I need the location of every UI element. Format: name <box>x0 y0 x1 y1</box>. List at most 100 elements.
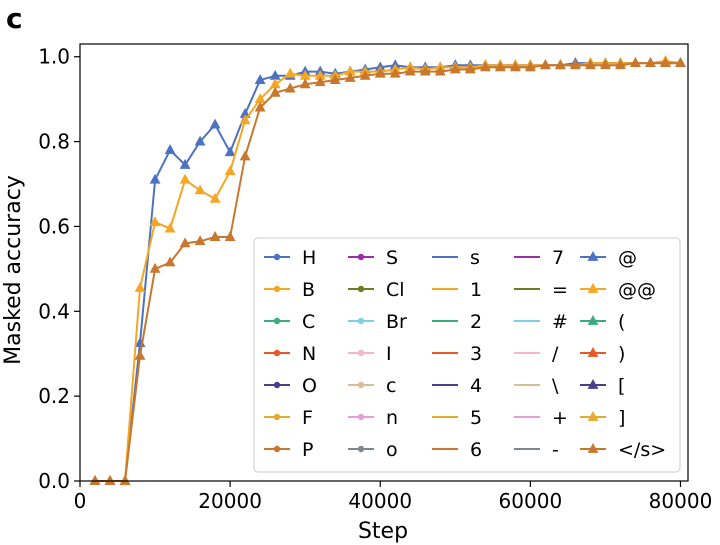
legend-marker-29 <box>587 283 599 293</box>
legend-label-21: 7 <box>552 247 564 269</box>
x-tick-label-4: 80000 <box>649 489 713 513</box>
series-1-point-5 <box>164 222 176 233</box>
legend-entry-32: [ <box>580 375 625 397</box>
axes-frame <box>79 43 689 482</box>
series-2-point-39 <box>675 57 686 67</box>
legend-entry-29: @@ <box>580 279 656 301</box>
legend-entry-22: = <box>514 279 568 301</box>
series-line-0 <box>95 62 681 482</box>
series-2-point-1 <box>104 475 116 485</box>
series-1-point-14 <box>299 69 311 80</box>
legend-label-5: F <box>302 407 313 429</box>
legend-marker-5 <box>273 413 281 421</box>
legend-label-18: 4 <box>470 375 482 397</box>
legend-entry-12: n <box>348 407 398 429</box>
legend-entry-7: S <box>348 247 398 269</box>
legend-label-25: \ <box>552 375 559 397</box>
legend-marker-13 <box>357 445 365 453</box>
legend-entry-23: # <box>514 311 568 333</box>
legend-entry-10: I <box>348 343 392 365</box>
series-0-point-9 <box>224 146 236 157</box>
series-2-point-16 <box>329 74 341 84</box>
legend-entry-0: H <box>264 247 316 269</box>
series-2-point-11 <box>254 101 266 112</box>
series-2-point-15 <box>314 76 326 87</box>
panel-label: c <box>6 2 23 35</box>
series-layer <box>89 54 686 485</box>
series-2-point-2 <box>119 475 131 485</box>
legend-label-22: = <box>552 279 568 301</box>
legend-label-30: ( <box>618 311 625 333</box>
series-2-point-5 <box>164 256 176 267</box>
legend-entry-15: 1 <box>432 279 482 301</box>
series-2-point-34 <box>600 59 611 70</box>
series-1-point-4 <box>149 216 161 227</box>
legend-entry-33: ] <box>580 407 625 429</box>
legend-marker-4 <box>273 381 281 389</box>
legend-marker-33 <box>587 411 599 421</box>
legend-label-7: S <box>386 247 398 269</box>
legend-label-13: o <box>386 439 398 461</box>
y-tick-label-2: 0.4 <box>38 299 70 323</box>
legend-marker-3 <box>273 349 281 357</box>
x-axis-label: Step <box>358 519 408 544</box>
series-0-point-8 <box>209 118 221 129</box>
series-2-point-30 <box>539 59 551 70</box>
legend-entry-30: ( <box>580 311 625 333</box>
legend-label-24: / <box>552 343 559 365</box>
series-1-point-8 <box>209 192 221 203</box>
legend-marker-7 <box>357 253 365 261</box>
legend-label-12: n <box>386 407 398 429</box>
y-tick-label-1: 0.2 <box>38 384 70 408</box>
legend-label-27: - <box>552 439 559 461</box>
series-1-point-9 <box>224 165 236 176</box>
series-2-point-3 <box>134 349 146 360</box>
x-tick-label-1: 20000 <box>198 489 262 513</box>
legend-marker-11 <box>357 381 365 389</box>
legend-entry-1: B <box>264 279 315 301</box>
legend-label-33: ] <box>618 407 625 429</box>
legend-marker-32 <box>587 379 599 389</box>
y-tick-label-3: 0.6 <box>38 214 70 238</box>
legend-entry-31: ) <box>580 343 625 365</box>
series-0-point-5 <box>164 144 176 154</box>
legend-marker-30 <box>587 315 599 325</box>
series-2-point-8 <box>209 231 221 241</box>
legend-label-17: 3 <box>470 343 482 365</box>
series-2-point-21 <box>404 65 416 76</box>
series-1-point-12 <box>269 78 281 89</box>
x-tick-label-3: 60000 <box>499 489 563 513</box>
legend-entry-3: N <box>264 343 316 365</box>
legend-label-4: O <box>302 375 317 397</box>
x-tick-label-2: 40000 <box>348 489 412 513</box>
legend-entry-26: + <box>514 407 568 429</box>
series-1-point-10 <box>239 114 251 125</box>
y-tick-label-0: 0.0 <box>38 469 70 493</box>
series-1-point-6 <box>179 173 191 184</box>
legend-label-1: B <box>302 279 315 301</box>
legend-label-0: H <box>302 247 316 269</box>
legend-label-28: @ <box>618 247 637 269</box>
series-2-point-0 <box>89 475 101 485</box>
series-2-point-18 <box>359 69 371 80</box>
series-2-point-32 <box>570 59 581 70</box>
legend-marker-9 <box>357 317 365 325</box>
series-0-point-12 <box>269 69 281 80</box>
legend-entry-13: o <box>348 439 398 461</box>
series-2-point-36 <box>630 57 641 67</box>
series-2-point-7 <box>194 235 206 246</box>
legend-entry-24: / <box>514 343 559 365</box>
y-tick-label-5: 1.0 <box>38 45 70 69</box>
legend-label-34: </s> <box>618 439 666 461</box>
series-0-point-4 <box>149 173 161 184</box>
legend-entry-16: 2 <box>432 311 482 333</box>
series-line-2 <box>95 62 681 482</box>
series-2-point-20 <box>389 67 401 78</box>
legend-label-23: # <box>552 311 568 333</box>
legend-entry-17: 3 <box>432 343 482 365</box>
legend-entry-28: @ <box>580 247 637 269</box>
legend-entry-19: 5 <box>432 407 482 429</box>
series-2-point-13 <box>284 82 296 93</box>
legend-label-8: Cl <box>386 279 405 301</box>
